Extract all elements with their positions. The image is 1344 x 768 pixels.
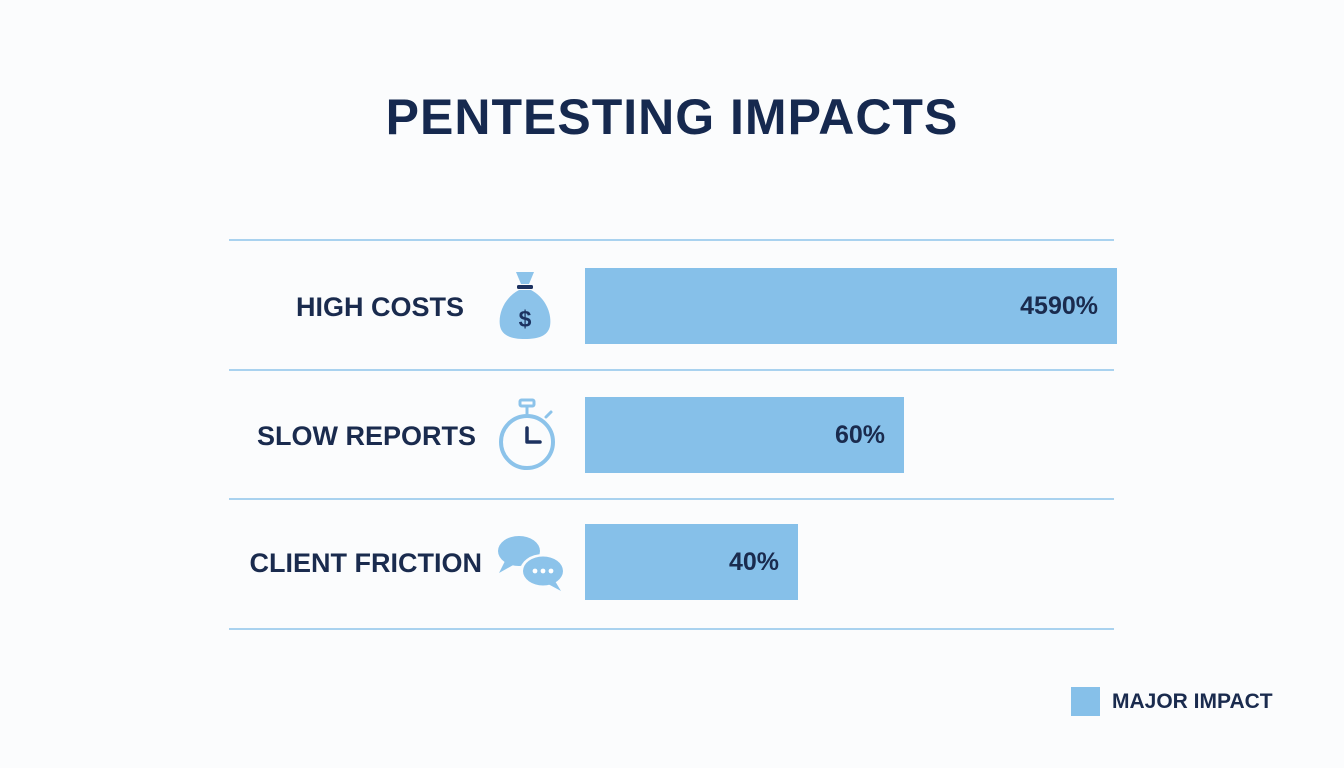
chat-bubbles-icon [498, 536, 566, 591]
row-separator [229, 628, 1114, 630]
stopwatch-icon [499, 398, 555, 470]
category-label-high-costs: HIGH COSTS [295, 292, 464, 322]
bar-client-friction [585, 524, 798, 600]
legend: MAJOR IMPACT [1071, 687, 1273, 716]
bar-slow-reports [585, 397, 904, 473]
bar-value-label-high-costs: 4590% [1020, 292, 1098, 320]
legend-swatch [1071, 687, 1100, 716]
chart-title: PENTESTING IMPACTS [385, 89, 959, 145]
svg-text:$: $ [519, 306, 532, 332]
bar-value-label-slow-reports: 60% [834, 421, 885, 449]
row-separator [229, 369, 1114, 371]
bar-high-costs [585, 268, 1117, 344]
bar-value-label-client-friction: 40% [728, 548, 779, 576]
row-separator [229, 239, 1114, 241]
row-separator [229, 498, 1114, 500]
legend-label: MAJOR IMPACT [1112, 689, 1273, 713]
category-label-client-friction: CLIENT FRICTION [249, 548, 482, 578]
money-bag-icon: $ [499, 272, 551, 339]
category-label-slow-reports: SLOW REPORTS [256, 421, 476, 451]
